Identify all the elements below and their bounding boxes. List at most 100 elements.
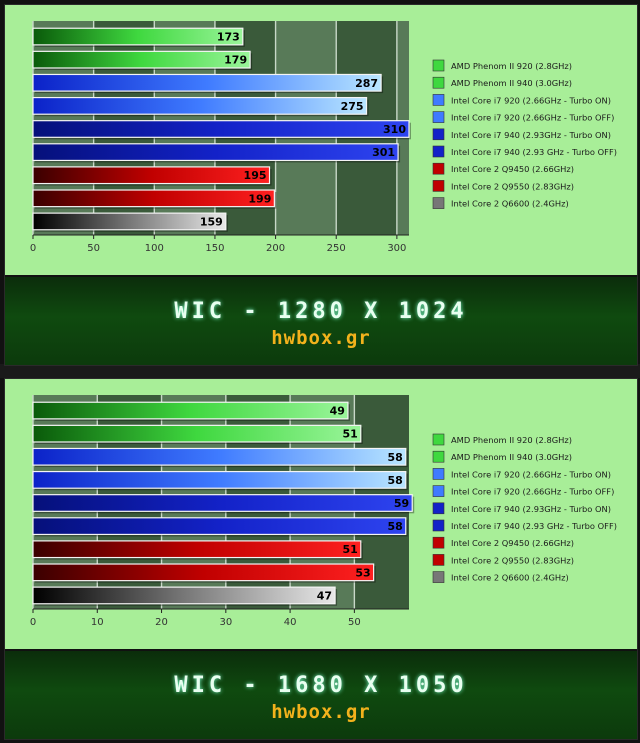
bar-value-label: 47 bbox=[317, 589, 332, 602]
legend-label: AMD Phenom II 920 (2.8GHz) bbox=[451, 61, 572, 71]
x-tick-label: 50 bbox=[348, 617, 361, 628]
bar-value-label: 173 bbox=[217, 31, 240, 44]
bar bbox=[32, 401, 349, 420]
legend-label: Intel Core i7 920 (2.66GHz - Turbo ON) bbox=[451, 469, 611, 479]
bar bbox=[32, 27, 244, 46]
x-tick-label: 0 bbox=[30, 617, 36, 628]
legend-swatch bbox=[432, 468, 445, 480]
bar-value-label: 159 bbox=[200, 215, 223, 228]
legend-label: Intel Core 2 Q9550 (2.83GHz) bbox=[451, 181, 574, 191]
bar bbox=[32, 586, 336, 605]
bar-value-label: 195 bbox=[244, 169, 267, 182]
legend-swatch bbox=[432, 162, 445, 175]
bar bbox=[32, 120, 410, 138]
bar bbox=[32, 96, 368, 115]
chart-title: WIC - 1280 X 1024 bbox=[174, 299, 468, 324]
bar bbox=[32, 563, 375, 582]
bar bbox=[32, 166, 271, 185]
legend-swatch bbox=[432, 111, 445, 123]
legend-label: Intel Core 2 Q9450 (2.66GHz) bbox=[451, 164, 574, 174]
bar bbox=[32, 540, 362, 559]
legend-label: Intel Core 2 Q9550 (2.83GHz) bbox=[451, 555, 574, 565]
legend-swatch bbox=[432, 433, 445, 446]
bar-value-label: 58 bbox=[387, 451, 402, 464]
legend-swatch bbox=[432, 485, 445, 497]
x-tick-label: 10 bbox=[91, 617, 104, 628]
chart-banner: WIC - 1280 X 1024 hwbox.gr bbox=[5, 277, 637, 365]
x-tick-label: 100 bbox=[145, 243, 164, 254]
bar bbox=[32, 73, 382, 92]
x-tick-label: 40 bbox=[284, 617, 297, 628]
bar-value-label: 49 bbox=[330, 405, 345, 418]
x-tick-label: 0 bbox=[30, 243, 36, 254]
legend-label: Intel Core i7 940 (2.93 GHz - Turbo OFF) bbox=[451, 521, 617, 531]
bar-value-label: 287 bbox=[355, 77, 378, 90]
legend-swatch bbox=[432, 571, 445, 583]
legend-label: Intel Core 2 Q9450 (2.66GHz) bbox=[451, 538, 574, 548]
bar bbox=[32, 212, 227, 231]
legend-swatch bbox=[432, 519, 445, 532]
bar-value-label: 51 bbox=[342, 428, 357, 441]
bar-value-label: 179 bbox=[224, 54, 247, 67]
x-tick-label: 150 bbox=[205, 243, 224, 254]
legend-label: Intel Core i7 920 (2.66GHz - Turbo OFF) bbox=[451, 113, 614, 123]
bar-chart-1280: 0 50 100 150 200 250 300 173 179 287 275 310 301 195 1… bbox=[30, 21, 617, 254]
bar bbox=[32, 517, 407, 536]
site-logo-text: hwbox.gr bbox=[271, 327, 371, 349]
bar bbox=[32, 189, 275, 208]
bar bbox=[32, 143, 399, 162]
bar-value-label: 53 bbox=[355, 566, 370, 579]
legend-swatch bbox=[432, 59, 445, 72]
bar bbox=[32, 50, 251, 69]
legend-swatch bbox=[432, 145, 445, 158]
chart-area: 0 50 100 150 200 250 300 173 179 287 275 310 301 195 1… bbox=[5, 5, 637, 275]
legend-swatch bbox=[432, 450, 445, 463]
chart-title: WIC - 1680 X 1050 bbox=[174, 673, 468, 698]
chart-panel-1280: 0 50 100 150 200 250 300 173 179 287 275 310 301 195 1… bbox=[4, 4, 638, 366]
bar-value-label: 51 bbox=[342, 543, 357, 556]
legend-label: AMD Phenom II 940 (3.0GHz) bbox=[451, 452, 572, 462]
x-tick-label: 50 bbox=[87, 243, 100, 254]
legend-label: Intel Core i7 920 (2.66GHz - Turbo OFF) bbox=[451, 487, 614, 497]
x-tick-label: 200 bbox=[266, 243, 285, 254]
legend-label: Intel Core 2 Q6600 (2.4GHz) bbox=[451, 199, 569, 209]
bar-value-label: 275 bbox=[341, 100, 364, 113]
legend-swatch bbox=[432, 197, 445, 209]
legend-swatch bbox=[432, 502, 445, 515]
chart-panel-1680: 0 10 20 30 40 50 49 51 58 58 59 58 51 53 47 AMD Phenom … bbox=[4, 378, 638, 740]
legend-swatch bbox=[432, 128, 445, 141]
x-tick-label: 20 bbox=[155, 617, 168, 628]
x-tick-label: 250 bbox=[327, 243, 346, 254]
site-logo-text: hwbox.gr bbox=[271, 701, 371, 723]
legend-swatch bbox=[432, 76, 445, 89]
legend-swatch bbox=[432, 554, 445, 566]
bar-value-label: 59 bbox=[394, 497, 409, 510]
legend: AMD Phenom II 920 (2.8GHz) AMD Phenom II … bbox=[432, 59, 617, 209]
legend-label: Intel Core i7 940 (2.93GHz - Turbo ON) bbox=[451, 504, 611, 514]
bar-value-label: 310 bbox=[383, 123, 406, 136]
bar-value-label: 58 bbox=[387, 520, 402, 533]
legend-swatch bbox=[432, 180, 445, 192]
legend-label: Intel Core i7 940 (2.93GHz - Turbo ON) bbox=[451, 130, 611, 140]
bar bbox=[32, 494, 413, 512]
chart-banner: WIC - 1680 X 1050 hwbox.gr bbox=[5, 651, 637, 739]
bar-value-label: 58 bbox=[387, 474, 402, 487]
panel-gap bbox=[0, 364, 640, 378]
legend-swatch bbox=[432, 536, 445, 549]
legend-label: Intel Core 2 Q6600 (2.4GHz) bbox=[451, 573, 569, 583]
legend-label: AMD Phenom II 940 (3.0GHz) bbox=[451, 78, 572, 88]
legend-label: Intel Core i7 920 (2.66GHz - Turbo ON) bbox=[451, 95, 611, 105]
x-tick-label: 300 bbox=[387, 243, 406, 254]
bar-value-label: 199 bbox=[248, 192, 271, 205]
bar-chart-1680: 0 10 20 30 40 50 49 51 58 58 59 58 51 53 47 AMD Phenom … bbox=[30, 395, 617, 628]
legend-label: AMD Phenom II 920 (2.8GHz) bbox=[451, 435, 572, 445]
x-tick-label: 30 bbox=[219, 617, 232, 628]
bar-value-label: 301 bbox=[372, 146, 395, 159]
legend: AMD Phenom II 920 (2.8GHz) AMD Phenom II … bbox=[432, 433, 617, 583]
bar bbox=[32, 470, 407, 489]
bar bbox=[32, 424, 362, 443]
chart-area: 0 10 20 30 40 50 49 51 58 58 59 58 51 53 47 AMD Phenom … bbox=[5, 379, 637, 649]
bar bbox=[32, 447, 407, 466]
legend-label: Intel Core i7 940 (2.93 GHz - Turbo OFF) bbox=[451, 147, 617, 157]
legend-swatch bbox=[432, 94, 445, 106]
